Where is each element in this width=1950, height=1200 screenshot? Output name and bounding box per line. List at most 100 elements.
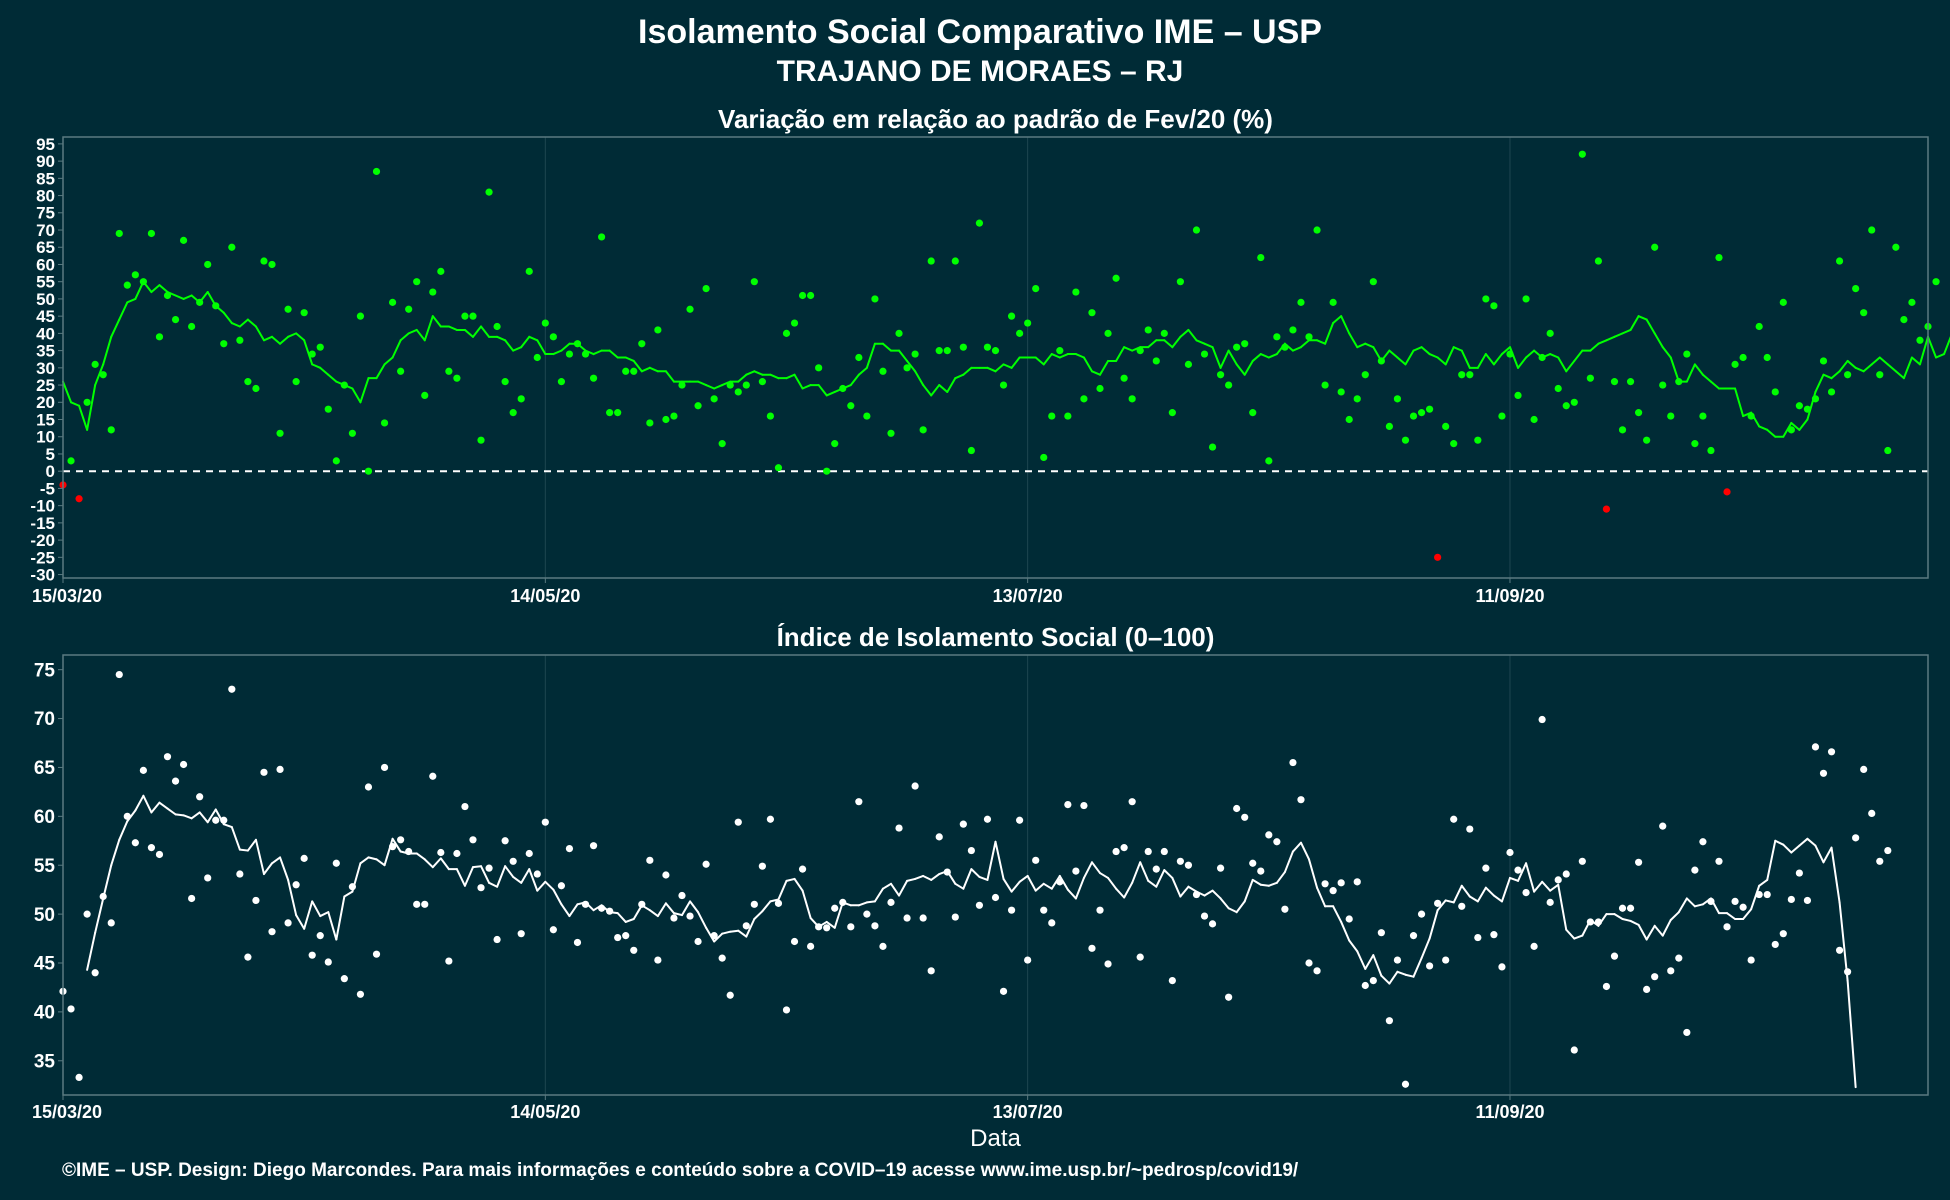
- data-point: [1434, 553, 1442, 561]
- data-point: [1715, 857, 1723, 865]
- data-point: [1892, 243, 1900, 251]
- data-point: [1490, 931, 1498, 939]
- data-point: [155, 333, 164, 341]
- data-point: [1273, 333, 1281, 341]
- series-line-segment: [1259, 353, 1270, 359]
- data-point: [477, 884, 485, 892]
- series-line-segment: [970, 868, 981, 878]
- data-point: [260, 768, 268, 776]
- data-point: [1868, 809, 1876, 818]
- data-point: [1273, 838, 1281, 846]
- data-point: [429, 288, 437, 296]
- data-point: [324, 958, 332, 966]
- data-point: [975, 219, 984, 227]
- data-point: [204, 260, 212, 269]
- data-point: [1160, 847, 1168, 856]
- series-line-segment: [1621, 918, 1632, 922]
- series-line-segment: [1235, 363, 1246, 376]
- series-line-segment: [1123, 346, 1134, 352]
- series-line-segment: [198, 291, 209, 304]
- series-line-segment: [1766, 428, 1777, 438]
- series-line-segment: [190, 294, 201, 304]
- series-line-segment: [793, 373, 804, 390]
- series-line-segment: [254, 325, 265, 342]
- data-point: [1369, 977, 1377, 985]
- y-tick-label: 35: [36, 342, 55, 361]
- data-point: [694, 402, 702, 410]
- data-point: [461, 312, 469, 320]
- series-line-segment: [62, 380, 73, 404]
- data-point: [1369, 278, 1377, 286]
- data-point: [1626, 378, 1635, 386]
- series-line-segment: [1291, 346, 1302, 352]
- data-point: [1546, 329, 1554, 337]
- series-line-segment: [1452, 346, 1463, 352]
- series-line-segment: [632, 359, 643, 373]
- data-point: [1007, 906, 1016, 914]
- data-point: [1265, 831, 1273, 839]
- series-line-segment: [1299, 339, 1311, 349]
- data-point: [179, 236, 188, 244]
- data-point: [1635, 858, 1643, 866]
- series-line-segment: [737, 373, 748, 383]
- series-line-segment: [1597, 913, 1608, 927]
- data-point: [823, 467, 831, 475]
- data-point: [332, 859, 340, 867]
- data-point: [388, 298, 397, 306]
- series-line-segment: [713, 384, 724, 390]
- series-line-segment: [1131, 861, 1142, 884]
- data-point: [1731, 360, 1739, 368]
- series-line-segment: [1420, 937, 1431, 960]
- series-line-segment: [1147, 879, 1158, 888]
- data-point: [790, 319, 799, 327]
- series-line-segment: [415, 852, 426, 861]
- series-line-segment: [568, 903, 579, 918]
- data-point: [1216, 371, 1225, 379]
- data-point: [1208, 920, 1217, 928]
- series-line-segment: [1645, 318, 1656, 335]
- data-point: [1643, 436, 1651, 444]
- data-point: [1168, 977, 1176, 985]
- series-line-segment: [246, 838, 257, 852]
- series-line-segment: [584, 901, 595, 912]
- data-point: [1434, 899, 1442, 907]
- series-line-segment: [447, 325, 458, 331]
- isolation-index-chart: Índice de Isolamento Social (0–100) 35 40 4…: [32, 622, 1929, 1152]
- series-line-segment: [359, 377, 370, 404]
- data-point: [678, 381, 686, 389]
- data-point: [662, 415, 670, 424]
- y-tick-label: -30: [30, 566, 55, 585]
- x-axis-label: Data: [970, 1125, 1021, 1152]
- data-point: [895, 329, 903, 337]
- data-point: [1651, 973, 1659, 981]
- data-point: [1852, 284, 1860, 293]
- data-point: [1048, 412, 1056, 420]
- series-line-segment: [150, 801, 161, 814]
- data-point: [83, 398, 91, 406]
- data-point: [1088, 309, 1096, 317]
- series-line-segment: [705, 384, 716, 390]
- data-point: [75, 495, 83, 503]
- figure-title: Isolamento Social Comparativo IME – USP: [638, 13, 1322, 51]
- data-point: [630, 367, 638, 375]
- y-tick-label: -15: [30, 514, 55, 533]
- data-point: [1249, 409, 1257, 417]
- series-line-segment: [391, 339, 402, 359]
- data-point: [831, 904, 839, 912]
- series-line-segment: [721, 930, 732, 935]
- series-line-segment: [287, 878, 298, 917]
- data-point: [807, 942, 815, 950]
- data-point: [284, 305, 292, 313]
- series-line-segment: [1830, 370, 1841, 380]
- data-point: [1337, 879, 1345, 887]
- data-point: [1120, 374, 1128, 382]
- data-point: [260, 257, 268, 265]
- data-point: [1514, 866, 1522, 874]
- series-line-segment: [351, 862, 362, 893]
- series-line-segment: [1283, 850, 1294, 874]
- series-line-segment: [1308, 858, 1319, 889]
- series-line-segment: [713, 932, 724, 943]
- series-line-segment: [86, 931, 97, 971]
- series-line-segment: [520, 335, 531, 349]
